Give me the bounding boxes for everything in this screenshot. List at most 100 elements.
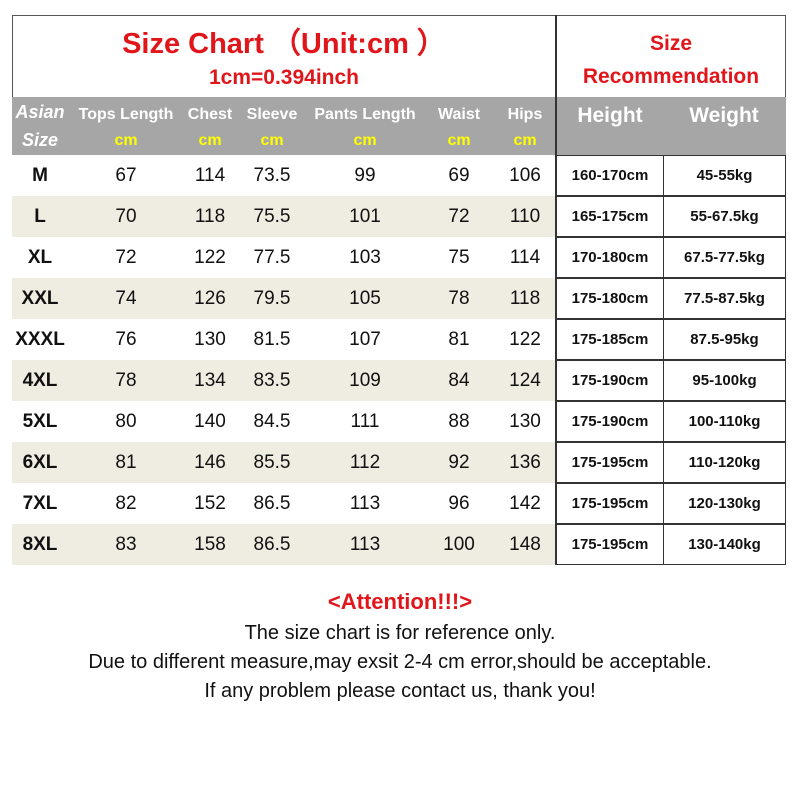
measure-cell: 114 — [194, 165, 226, 186]
height-cell: 160-170cm — [556, 155, 664, 196]
header-size-label: Size — [21, 130, 59, 150]
size-cell: 7XL — [22, 493, 58, 514]
measure-cell: 142 — [509, 493, 541, 514]
header-column: Chest — [187, 106, 233, 123]
recommendation-title-line: Size — [649, 32, 693, 55]
header-column: Sleeve — [246, 106, 298, 123]
unit-conversion: 1cm=0.394inch — [208, 66, 359, 89]
size-cell: 8XL — [22, 534, 58, 555]
table-row: XL 72 122 77.5 103 75 114 — [12, 237, 556, 278]
table-row: L 70 118 75.5 101 72 110 — [12, 196, 556, 237]
measure-cell: 100 — [443, 534, 475, 555]
measure-cell: 70 — [115, 206, 137, 227]
measure-cell: 152 — [194, 493, 226, 514]
measure-cell: 158 — [194, 534, 226, 555]
header-column: Hips — [507, 106, 543, 123]
measure-cell: 82 — [115, 493, 137, 514]
measure-cell: 113 — [349, 493, 381, 514]
measure-cell: 126 — [194, 288, 226, 309]
height-cell: 175-195cm — [556, 483, 664, 524]
measure-cell: 109 — [349, 370, 381, 391]
measure-cell: 88 — [448, 411, 470, 432]
measure-cell: 79.5 — [253, 288, 291, 309]
measure-cell: 69 — [448, 165, 470, 186]
header-row: Asian Size Tops Length cm Chest cm Sleeve cm P… — [12, 97, 786, 155]
measure-cell: 99 — [354, 165, 376, 186]
measure-cell: 72 — [115, 247, 137, 268]
table-row: 8XL 83 158 86.5 113 100 148 — [12, 524, 556, 565]
height-cell: 175-180cm — [556, 278, 664, 319]
weight-cell: 77.5-87.5kg — [663, 278, 786, 319]
chart-title: Size Chart （Unit:cm ） — [122, 28, 446, 60]
measure-cell: 86.5 — [253, 493, 291, 514]
weight-cell: 55-67.5kg — [663, 196, 786, 237]
size-cell: XXXL — [15, 329, 65, 350]
height-cell: 175-190cm — [556, 401, 664, 442]
measure-cell: 84 — [448, 370, 470, 391]
header-unit: cm — [353, 132, 377, 149]
measure-cell: 83.5 — [253, 370, 291, 391]
header-size-label: Asian — [15, 102, 65, 122]
measure-cell: 112 — [349, 452, 381, 473]
height-cell: 175-195cm — [556, 442, 664, 483]
measure-cell: 118 — [194, 206, 226, 227]
table-row: 6XL 81 146 85.5 112 92 136 — [12, 442, 556, 483]
measure-cell: 101 — [349, 206, 381, 227]
size-cell: XL — [27, 247, 53, 268]
divider — [555, 15, 557, 565]
measure-cell: 67 — [115, 165, 137, 186]
height-cell: 175-185cm — [556, 319, 664, 360]
weight-cell: 130-140kg — [663, 524, 786, 565]
measure-cell: 73.5 — [253, 165, 291, 186]
measure-cell: 81.5 — [253, 329, 291, 350]
header-height: Height — [577, 104, 643, 127]
measure-cell: 124 — [509, 370, 541, 391]
table-row: 5XL 80 140 84.5 111 88 130 — [12, 401, 556, 442]
measure-cell: 84.5 — [253, 411, 291, 432]
measure-cell: 136 — [509, 452, 541, 473]
measure-cell: 75.5 — [253, 206, 291, 227]
measure-cell: 85.5 — [253, 452, 291, 473]
measure-cell: 130 — [509, 411, 541, 432]
height-cell: 175-195cm — [556, 524, 664, 565]
measure-cell: 140 — [194, 411, 226, 432]
note-line: If any problem please contact us, thank … — [204, 680, 596, 702]
weight-cell: 87.5-95kg — [663, 319, 786, 360]
size-cell: M — [32, 165, 48, 186]
header-unit: cm — [198, 132, 222, 149]
measure-cell: 103 — [349, 247, 381, 268]
measure-cell: 77.5 — [253, 247, 291, 268]
recommendation-title: Size Recommendation — [556, 27, 786, 93]
measure-cell: 111 — [350, 411, 380, 432]
measure-cell: 75 — [448, 247, 470, 268]
note-line: The size chart is for reference only. — [244, 622, 556, 644]
measure-cell: 81 — [115, 452, 137, 473]
measure-cell: 107 — [349, 329, 381, 350]
measure-cell: 146 — [194, 452, 226, 473]
measure-cell: 78 — [115, 370, 137, 391]
table-row: 7XL 82 152 86.5 113 96 142 — [12, 483, 556, 524]
measure-cell: 76 — [115, 329, 137, 350]
weight-cell: 67.5-77.5kg — [663, 237, 786, 278]
table-row: 4XL 78 134 83.5 109 84 124 — [12, 360, 556, 401]
measure-cell: 105 — [349, 288, 381, 309]
measure-cell: 110 — [509, 206, 541, 227]
measure-cell: 92 — [448, 452, 470, 473]
measure-cell: 78 — [448, 288, 470, 309]
size-cell: 5XL — [22, 411, 58, 432]
measure-cell: 114 — [509, 247, 541, 268]
header-column: Waist — [437, 106, 481, 123]
size-cell: L — [34, 206, 46, 227]
table-row: M 67 114 73.5 99 69 106 — [12, 155, 556, 196]
header-column: Tops Length — [78, 106, 174, 123]
measure-cell: 148 — [509, 534, 541, 555]
measure-cell: 72 — [448, 206, 470, 227]
measure-cell: 118 — [509, 288, 541, 309]
header-column: Pants Length — [314, 106, 416, 123]
header-unit: cm — [513, 132, 537, 149]
weight-cell: 120-130kg — [663, 483, 786, 524]
measure-cell: 122 — [509, 329, 541, 350]
size-cell: 6XL — [22, 452, 58, 473]
measure-cell: 80 — [115, 411, 137, 432]
table-row: XXL 74 126 79.5 105 78 118 — [12, 278, 556, 319]
